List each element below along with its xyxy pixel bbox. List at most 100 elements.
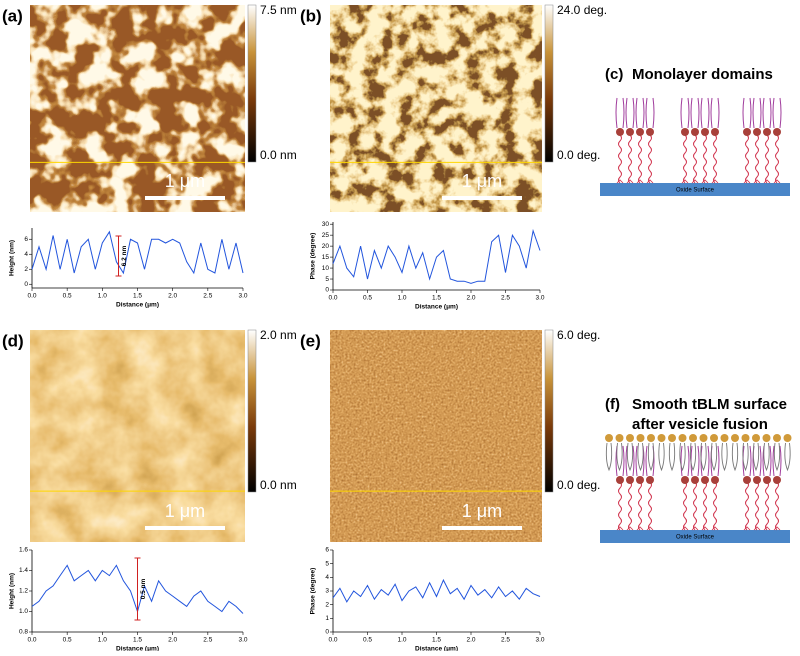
lipid-head — [743, 476, 751, 484]
x-tick-label: 1.0 — [397, 295, 406, 302]
upper-tail — [679, 442, 686, 472]
diagram-title: Monolayer domains — [632, 66, 773, 83]
oxide-surface — [600, 183, 790, 196]
upper-tail — [773, 442, 781, 472]
tether — [745, 134, 749, 184]
upper-head — [762, 434, 771, 442]
tether — [618, 134, 622, 184]
colorbar-min: 0.0 nm — [260, 148, 297, 162]
lipid-tail — [742, 445, 752, 477]
upper-tail — [700, 442, 707, 472]
upper-head — [636, 434, 645, 442]
x-tick-label: 1.0 — [397, 637, 406, 644]
tether — [775, 134, 779, 184]
lipid-tail — [690, 97, 700, 129]
y-tick-label: 0 — [325, 629, 329, 636]
surface-label: Oxide Surface — [676, 535, 715, 541]
y-tick-label: 4 — [24, 251, 28, 258]
lipid-head — [701, 128, 709, 136]
diagram-title: after vesicle fusion — [632, 416, 768, 433]
x-tick-label: 1.5 — [432, 295, 441, 302]
y-axis-label: Height (nm) — [9, 573, 16, 609]
lipid-head — [691, 128, 699, 136]
anchor — [753, 526, 761, 531]
tether — [648, 134, 652, 184]
annotation-bracket — [134, 557, 141, 621]
x-tick-label: 2.0 — [168, 637, 177, 644]
y-tick-label: 15 — [322, 254, 330, 261]
lipid-tail — [772, 445, 782, 477]
colorbar — [247, 329, 257, 493]
colorbar-min: 0.0 deg. — [557, 148, 600, 162]
y-tick-label: 1.0 — [19, 608, 28, 615]
upper-tail — [605, 442, 613, 472]
upper-head — [710, 434, 718, 442]
scale-bar-label: 1 μm — [462, 501, 502, 521]
anchor — [626, 526, 634, 531]
tether — [648, 481, 652, 531]
upper-tail — [784, 442, 791, 472]
upper-head — [720, 434, 729, 442]
lipid-tail — [680, 445, 690, 477]
lipid-tail — [700, 97, 710, 129]
anchor — [681, 526, 689, 531]
anchor — [636, 179, 644, 184]
anchor — [711, 526, 719, 531]
tether — [765, 134, 769, 184]
colorbar-max: 6.0 deg. — [557, 328, 600, 342]
x-tick-label: 0.0 — [27, 637, 36, 644]
y-tick-label: 2 — [24, 266, 28, 273]
upper-tail — [658, 442, 665, 472]
y-tick-label: 6 — [325, 547, 329, 554]
y-tick-label: 3 — [325, 588, 329, 595]
anchor — [616, 526, 624, 531]
y-tick-label: 1.2 — [19, 588, 28, 595]
anchor — [691, 179, 699, 184]
tether — [628, 481, 632, 531]
x-tick-label: 3.0 — [238, 293, 247, 300]
upper-head — [731, 434, 739, 442]
panel-label: (f) — [605, 396, 620, 413]
y-tick-label: 4 — [325, 574, 329, 581]
x-axis-label: Distance (μm) — [415, 304, 458, 311]
lipid-tail — [645, 97, 655, 129]
y-tick-label: 25 — [322, 232, 330, 239]
oxide-surface — [600, 530, 790, 543]
upper-head — [605, 434, 613, 442]
x-tick-label: 3.0 — [535, 295, 544, 302]
colorbar — [544, 4, 554, 163]
annotation-bracket — [115, 235, 122, 277]
panel-label: (e) — [300, 331, 321, 350]
anchor — [753, 179, 761, 184]
x-tick-label: 2.5 — [501, 295, 510, 302]
y-tick-label: 20 — [322, 243, 330, 250]
panel-label: (a) — [2, 6, 23, 25]
upper-tail — [763, 442, 770, 472]
tether — [628, 134, 632, 184]
anchor — [681, 179, 689, 184]
lipid-head — [636, 128, 644, 136]
tether — [683, 481, 687, 531]
y-axis-label: Phase (degree) — [310, 568, 317, 615]
x-tick-label: 3.0 — [238, 637, 247, 644]
x-tick-label: 2.5 — [203, 293, 212, 300]
anchor — [646, 179, 654, 184]
anchor — [743, 526, 751, 531]
tether — [638, 481, 642, 531]
lipid-tail — [625, 445, 635, 477]
upper-tail — [647, 442, 655, 472]
lipid-tail — [615, 97, 625, 129]
upper-tail — [710, 442, 718, 472]
colorbar-max: 2.0 nm — [260, 328, 297, 342]
upper-tail — [721, 442, 728, 472]
lipid-head — [773, 128, 781, 136]
lipid-head — [763, 476, 771, 484]
lipid-head — [753, 128, 761, 136]
upper-head — [615, 434, 624, 442]
tether — [713, 134, 717, 184]
x-tick-label: 3.0 — [535, 637, 544, 644]
lipid-head — [616, 476, 624, 484]
upper-tail — [637, 442, 644, 472]
x-axis-label: Distance (μm) — [415, 646, 458, 651]
